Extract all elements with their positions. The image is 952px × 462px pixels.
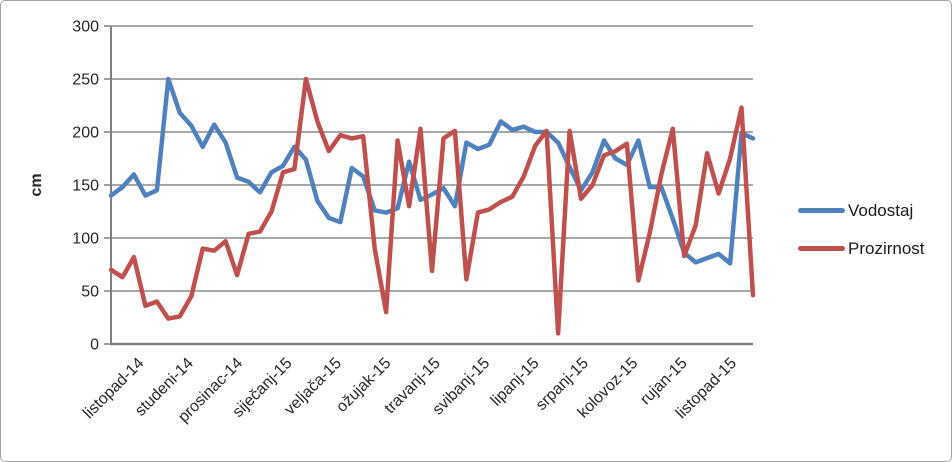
legend-label-vodostaj: Vodostaj — [848, 201, 914, 220]
y-tick-label: 300 — [72, 19, 99, 36]
y-tick-label: 100 — [72, 231, 99, 248]
prozirnost-line — [108, 76, 756, 336]
legend-item-prozirnost[interactable]: Prozirnost — [798, 238, 925, 259]
vodostaj-line — [108, 76, 756, 266]
vodostaj-line-swatch — [798, 208, 845, 213]
prozirnost-line-swatch — [798, 246, 845, 251]
legend: Vodostaj Prozirnost — [798, 200, 925, 259]
y-tick-label: 0 — [90, 337, 99, 354]
y-axis-title: cm — [28, 173, 45, 196]
y-tick-label: 250 — [72, 72, 99, 89]
legend-label-prozirnost: Prozirnost — [848, 239, 925, 258]
y-tick-label: 50 — [81, 284, 99, 301]
y-tick-label: 200 — [72, 125, 99, 142]
y-tick-label: 150 — [72, 178, 99, 195]
legend-item-vodostaj[interactable]: Vodostaj — [798, 200, 925, 221]
